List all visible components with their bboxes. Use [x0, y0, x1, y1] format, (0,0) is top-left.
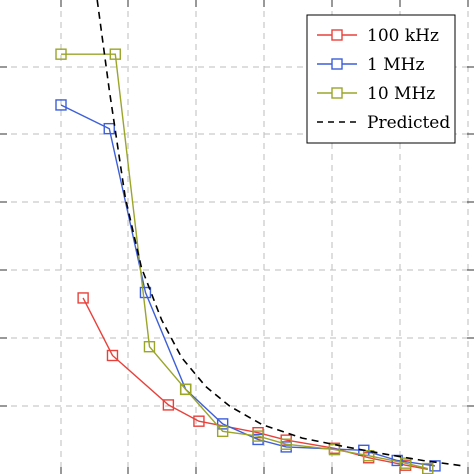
data-point — [103, 122, 115, 135]
data-point — [193, 415, 205, 427]
data-point — [399, 457, 412, 469]
series-1-mhz — [55, 99, 441, 472]
series-10-mhz — [55, 48, 434, 474]
data-point — [55, 48, 67, 60]
legend-item: Predicted — [317, 113, 450, 133]
series-100-khz — [77, 292, 434, 474]
legend: 100 kHz 1 MHz 10 MHz Predicted — [306, 14, 456, 144]
data-point — [216, 418, 229, 430]
data-point — [179, 383, 192, 396]
series-line — [96, 0, 464, 467]
legend-label: 10 MHz — [367, 84, 435, 104]
legend-item: 1 MHz — [317, 55, 424, 75]
series-line — [61, 53, 428, 470]
data-point — [139, 286, 152, 299]
series-predicted — [96, 0, 464, 467]
legend-label: 1 MHz — [367, 55, 424, 75]
data-point — [252, 430, 264, 442]
legend-item: 100 kHz — [317, 26, 439, 46]
data-point — [362, 450, 375, 462]
data-point — [429, 460, 441, 472]
data-point — [109, 48, 121, 60]
series-line — [60, 104, 436, 467]
data-point — [328, 443, 341, 456]
plot-area — [55, 0, 464, 474]
legend-label: 100 kHz — [367, 26, 439, 46]
data-point — [55, 99, 67, 111]
legend-swatch-marker — [331, 29, 343, 41]
legend-swatch-marker — [331, 58, 343, 70]
legend-swatch-marker — [331, 87, 343, 99]
data-point — [143, 340, 156, 353]
data-point — [216, 425, 229, 438]
data-point — [162, 399, 175, 411]
series-line — [82, 297, 428, 470]
legend-label: Predicted — [367, 113, 450, 133]
legend-item: 10 MHz — [317, 84, 435, 104]
data-point — [106, 349, 119, 362]
data-point — [280, 438, 292, 450]
data-point — [77, 292, 89, 304]
